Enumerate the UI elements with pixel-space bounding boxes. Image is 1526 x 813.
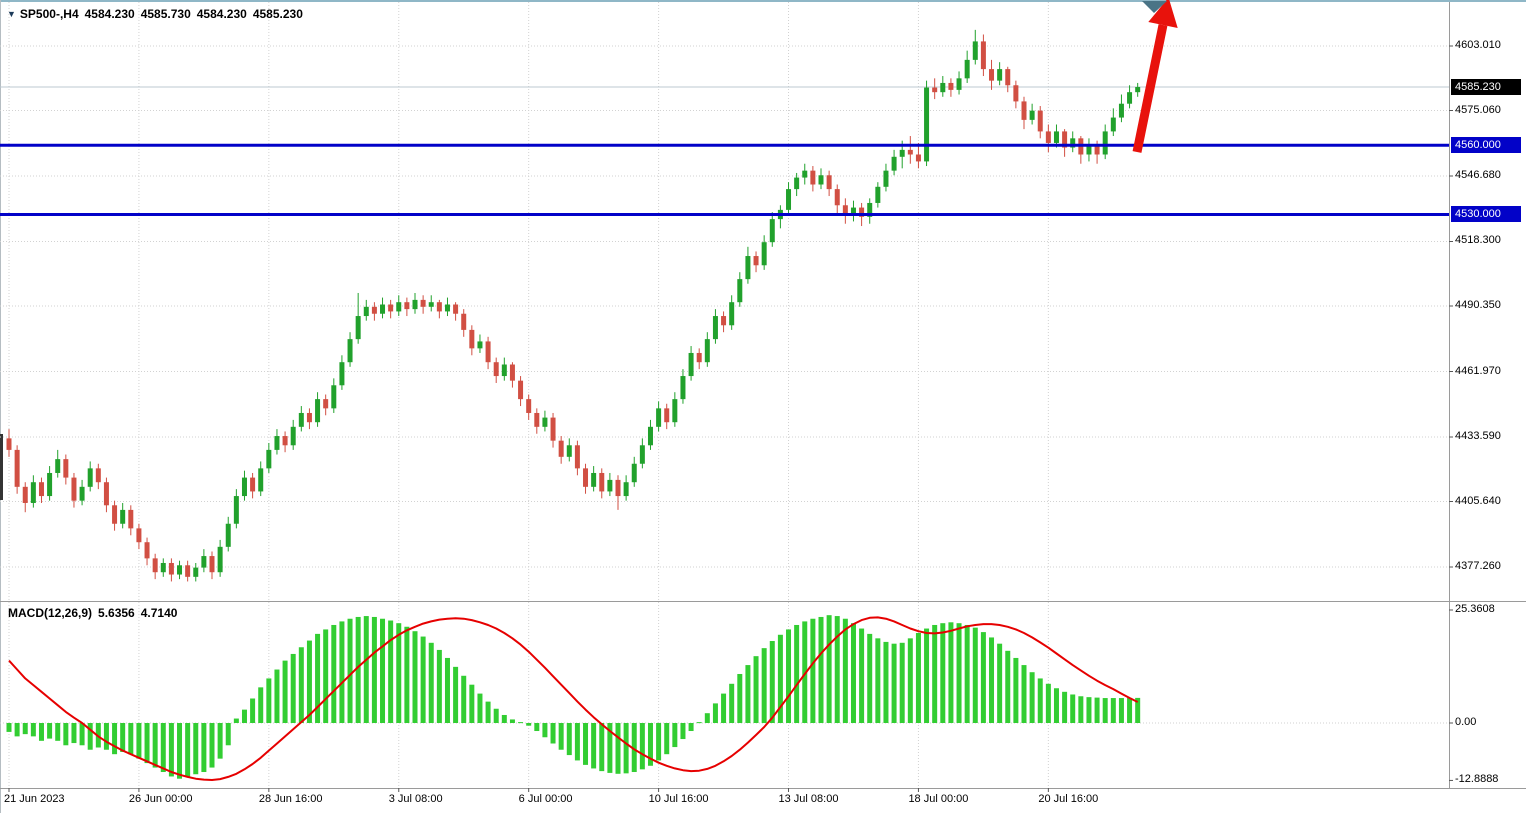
macd-indicator-label: MACD(12,26,9) 5.6356 4.7140 bbox=[8, 606, 183, 620]
ohlc-low: 4584.230 bbox=[196, 7, 247, 21]
time-tick-label: 13 Jul 08:00 bbox=[778, 793, 839, 805]
macd-tick-label: 0.00 bbox=[1455, 716, 1477, 728]
time-axis[interactable]: 21 Jun 2023 26 Jun 00:00 28 Jun 16:00 3 Jul… bbox=[0, 788, 1526, 813]
chart-header: ▼ SP500-,H4 4584.230 4585.730 4584.230 4585.2… bbox=[7, 7, 309, 21]
symbol-timeframe: SP500-,H4 bbox=[19, 7, 79, 21]
macd-name: MACD(12,26,9) bbox=[8, 606, 93, 620]
horizontal-level-lines[interactable] bbox=[0, 143, 1449, 216]
trend-arrow-shaft[interactable] bbox=[1132, 24, 1168, 153]
price-tick-label: 4405.640 bbox=[1455, 494, 1501, 507]
time-tick-label: 28 Jun 16:00 bbox=[258, 793, 323, 805]
current-price-badge: 4585.230 bbox=[1451, 79, 1521, 96]
level-price-badge: 4560.000 bbox=[1451, 137, 1521, 154]
price-tick-label: 4461.970 bbox=[1455, 364, 1501, 377]
symbol-marker-icon: ▼ bbox=[7, 9, 16, 19]
ohlc-high: 4585.730 bbox=[140, 7, 191, 21]
macd-tick-label: -12.8888 bbox=[1455, 773, 1499, 786]
macd-indicator-pane bbox=[6, 615, 1141, 781]
price-tick-label: 4490.350 bbox=[1455, 299, 1501, 311]
chart-grid bbox=[0, 2, 1449, 788]
top-triangle-marker-icon bbox=[1142, 1, 1167, 13]
candlestick-series bbox=[6, 29, 1141, 582]
ohlc-close: 4585.230 bbox=[252, 7, 303, 21]
price-tick-label: 4575.060 bbox=[1455, 103, 1501, 116]
time-tick-label: 20 Jul 16:00 bbox=[1038, 793, 1099, 805]
time-tick-label: 3 Jul 08:00 bbox=[388, 793, 443, 805]
time-tick-label: 26 Jun 00:00 bbox=[128, 793, 193, 805]
time-tick-label: 21 Jun 2023 bbox=[4, 793, 65, 805]
price-tick-label: 4377.260 bbox=[1455, 560, 1501, 572]
macd-signal-line bbox=[8, 616, 1139, 781]
time-tick-label: 18 Jul 00:00 bbox=[908, 793, 969, 805]
level-price-badge: 4530.000 bbox=[1451, 206, 1521, 223]
price-tick-label: 4546.680 bbox=[1455, 169, 1501, 181]
chart-annotations[interactable] bbox=[1132, 0, 1178, 153]
price-tick-label: 4433.590 bbox=[1455, 429, 1501, 442]
price-tick-label: 4603.010 bbox=[1455, 39, 1501, 51]
macd-main-value: 5.6356 bbox=[98, 606, 135, 620]
price-axis[interactable]: 4603.010 4575.060 4546.680 4518.300 4490.350… bbox=[1450, 0, 1526, 788]
trend-arrow-head[interactable] bbox=[1148, 0, 1178, 28]
macd-signal-value: 4.7140 bbox=[140, 606, 178, 620]
pane-separators bbox=[0, 2, 1526, 792]
macd-tick-label: 25.3608 bbox=[1455, 602, 1495, 615]
time-tick-label: 10 Jul 16:00 bbox=[648, 793, 709, 805]
price-tick-label: 4518.300 bbox=[1455, 234, 1501, 247]
ohlc-open: 4584.230 bbox=[84, 7, 135, 21]
time-tick-label: 6 Jul 00:00 bbox=[518, 793, 573, 805]
